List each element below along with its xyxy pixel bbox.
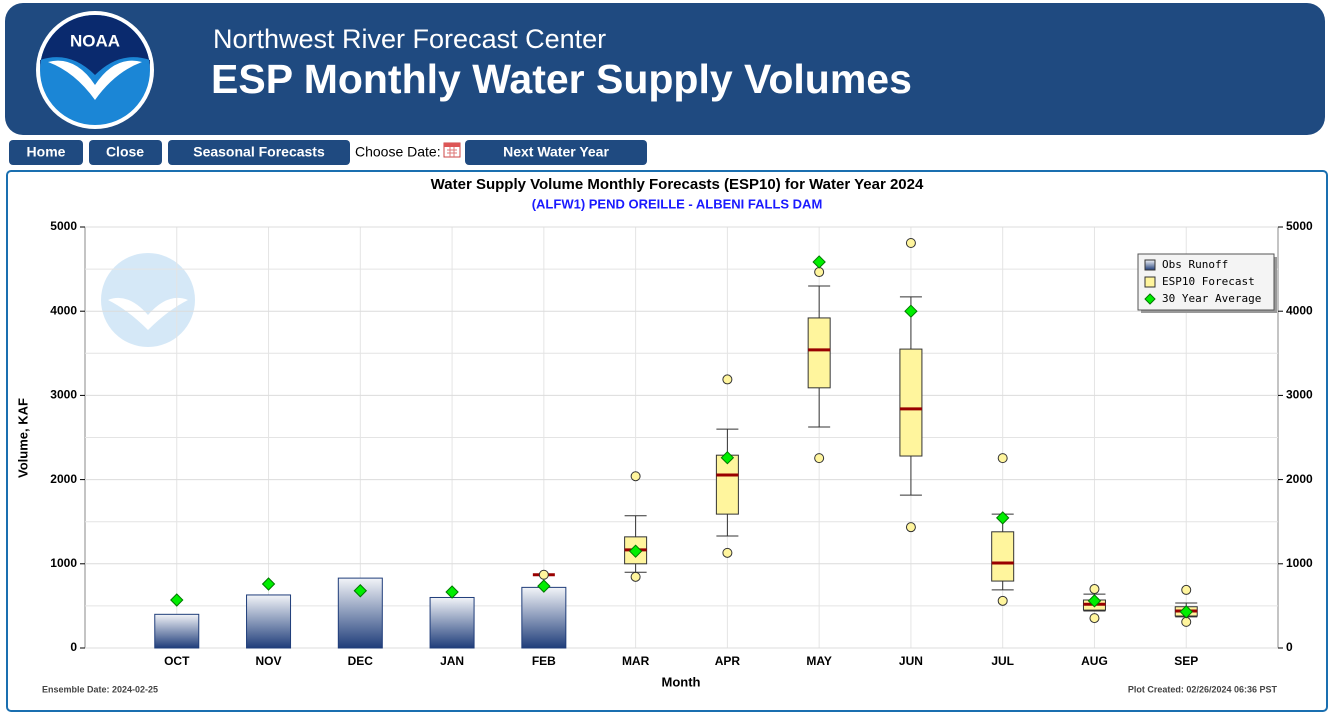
average-marker — [353, 584, 368, 598]
x-tick-label: MAY — [806, 654, 832, 668]
box — [807, 317, 831, 389]
obs-bar — [429, 596, 475, 649]
x-tick-label: SEP — [1174, 654, 1198, 668]
obs-bar — [154, 613, 200, 649]
y-axis-title: Volume, KAF — [15, 398, 30, 478]
chart-subtitle: (ALFW1) PEND OREILLE - ALBENI FALLS DAM — [532, 196, 823, 211]
seasonal-button[interactable]: Seasonal Forecasts — [168, 140, 350, 165]
logo-gull — [48, 60, 142, 100]
x-tick-label: JAN — [440, 654, 464, 668]
home-button[interactable]: Home — [9, 140, 83, 165]
outlier — [997, 595, 1008, 606]
outlier — [905, 522, 916, 533]
legend-label: ESP10 Forecast — [1162, 275, 1255, 288]
outlier — [905, 237, 916, 248]
close-button[interactable]: Close — [89, 140, 162, 165]
header-title: ESP Monthly Water Supply Volumes — [211, 56, 912, 102]
legend-label: Obs Runoff — [1162, 258, 1228, 271]
box — [991, 531, 1015, 582]
y-tick-label: 2000 — [50, 472, 77, 486]
y2-tick-label: 5000 — [1286, 219, 1313, 233]
average-marker — [628, 544, 643, 558]
chart-title: Water Supply Volume Monthly Forecasts (E… — [431, 176, 924, 193]
outlier — [997, 453, 1008, 464]
average-marker — [720, 451, 735, 465]
x-tick-label: NOV — [256, 654, 282, 668]
x-tick-label: MAR — [622, 654, 650, 668]
y-tick-label: 0 — [70, 640, 77, 654]
outlier — [538, 569, 549, 580]
outlier — [630, 571, 641, 582]
outlier — [1181, 584, 1192, 595]
y2-tick-label: 1000 — [1286, 556, 1313, 570]
y-tick-label: 3000 — [50, 388, 77, 402]
logo-text: NOAA — [70, 31, 120, 50]
average-marker — [1179, 605, 1193, 619]
average-marker — [812, 255, 826, 269]
obs-bar — [521, 586, 567, 649]
plot-created: Plot Created: 02/26/2024 06:36 PST — [1128, 684, 1278, 694]
x-tick-label: OCT — [164, 654, 190, 668]
watermark — [101, 253, 195, 347]
legend — [1137, 253, 1275, 311]
x-tick-label: AUG — [1081, 654, 1108, 668]
y-tick-label: 4000 — [50, 303, 77, 317]
y2-tick-label: 4000 — [1286, 303, 1313, 317]
average-marker — [537, 579, 551, 593]
outlier — [1089, 613, 1100, 624]
legend-swatch — [1144, 259, 1156, 271]
legend-swatch — [1144, 293, 1156, 305]
next-year-button[interactable]: Next Water Year — [465, 140, 647, 165]
x-axis-title: Month — [662, 674, 701, 689]
button-label[interactable]: Home — [27, 144, 66, 160]
legend-label: 30 Year Average — [1162, 292, 1261, 305]
y2-tick-label: 3000 — [1286, 388, 1313, 402]
x-tick-label: FEB — [532, 654, 556, 668]
calendar-icon[interactable] — [443, 142, 461, 158]
average-marker — [445, 585, 459, 599]
logo-top — [40, 15, 150, 75]
y2-tick-label: 2000 — [1286, 472, 1313, 486]
average-marker — [261, 577, 276, 591]
x-tick-label: DEC — [348, 654, 374, 668]
y-tick-label: 1000 — [50, 556, 77, 570]
legend-swatch — [1144, 276, 1156, 288]
obs-bar — [246, 594, 292, 649]
outlier — [814, 453, 825, 464]
ensemble-date: Ensemble Date: 2024-02-25 — [42, 684, 158, 694]
outlier — [722, 374, 733, 385]
button-label[interactable]: Next Water Year — [503, 144, 609, 160]
average-marker — [1087, 594, 1102, 608]
plot: 0 1000 2000 3000 4000 5000 0 1000 2000 3000 4000 50… — [50, 219, 1313, 668]
x-tick-label: APR — [715, 654, 741, 668]
outlier — [630, 471, 641, 482]
y-tick-label: 5000 — [50, 219, 77, 233]
average-marker — [995, 511, 1010, 525]
average-marker — [170, 593, 184, 607]
average-marker — [904, 304, 918, 318]
button-label[interactable]: Seasonal Forecasts — [193, 144, 325, 160]
outlier — [722, 547, 733, 558]
header-bar — [5, 3, 1325, 135]
x-tick-label: JUL — [991, 654, 1014, 668]
outlier — [1089, 584, 1100, 595]
y2-tick-label: 0 — [1286, 640, 1293, 654]
outlier — [1181, 616, 1192, 627]
x-tick-label: JUN — [899, 654, 923, 668]
box — [899, 348, 923, 457]
button-label[interactable]: Close — [106, 144, 144, 160]
outlier — [814, 267, 825, 278]
choose-date-label: Choose Date: — [355, 144, 441, 160]
header-subtitle: Northwest River Forecast Center — [213, 24, 606, 54]
